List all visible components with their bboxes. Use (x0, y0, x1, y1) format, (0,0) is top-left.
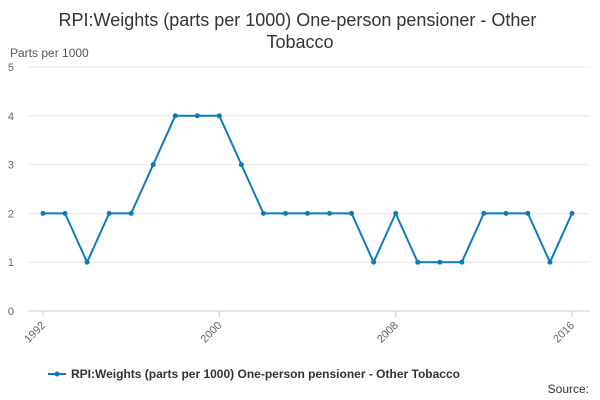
x-tick-label: 2008 (375, 320, 401, 346)
chart-title-line-1: RPI:Weights (parts per 1000) One-person … (59, 10, 537, 30)
data-point[interactable] (547, 259, 553, 265)
x-axis-ticks: 1992 2000 2008 2016 (22, 320, 577, 346)
data-point[interactable] (349, 210, 355, 216)
data-point[interactable] (371, 259, 377, 265)
data-point[interactable] (393, 210, 399, 216)
gridlines (28, 66, 590, 263)
data-point[interactable] (437, 259, 443, 265)
y-tick-label: 4 (8, 111, 14, 123)
series-group (40, 113, 575, 265)
source-label: Source: (548, 382, 589, 396)
data-point[interactable] (481, 210, 487, 216)
x-tick-label: 2000 (199, 320, 225, 346)
data-point[interactable] (503, 210, 509, 216)
data-point[interactable] (194, 113, 200, 119)
y-axis-ticks: 0 1 2 3 4 5 (8, 62, 14, 318)
data-point[interactable] (150, 162, 156, 168)
chart-title-line-2: Tobacco (266, 32, 333, 52)
x-axis (28, 310, 590, 317)
y-tick-label: 0 (8, 306, 14, 318)
legend-marker-swatch (54, 371, 60, 377)
data-point[interactable] (40, 210, 46, 216)
series-line (43, 114, 573, 264)
x-tick-label: 2016 (551, 320, 577, 346)
data-point[interactable] (84, 259, 90, 265)
data-point[interactable] (282, 210, 288, 216)
data-point[interactable] (62, 210, 68, 216)
data-point[interactable] (172, 113, 178, 119)
y-axis-label: Parts per 1000 (10, 46, 89, 60)
data-point[interactable] (327, 210, 333, 216)
data-point[interactable] (216, 113, 222, 119)
legend-label: RPI:Weights (parts per 1000) One-person … (71, 367, 460, 381)
data-point[interactable] (459, 259, 465, 265)
chart-title: RPI:Weights (parts per 1000) One-person … (59, 10, 542, 52)
data-point[interactable] (260, 210, 266, 216)
data-point[interactable] (106, 210, 112, 216)
data-point[interactable] (238, 162, 244, 168)
data-point[interactable] (569, 210, 575, 216)
legend[interactable]: RPI:Weights (parts per 1000) One-person … (48, 367, 460, 381)
data-point[interactable] (525, 210, 531, 216)
data-point[interactable] (305, 210, 310, 216)
data-point[interactable] (128, 210, 134, 216)
y-tick-label: 5 (8, 62, 14, 74)
y-tick-label: 2 (8, 208, 14, 220)
y-tick-label: 1 (8, 257, 14, 269)
x-tick-label: 1992 (22, 320, 48, 346)
data-point[interactable] (415, 259, 421, 265)
y-tick-label: 3 (8, 160, 14, 172)
